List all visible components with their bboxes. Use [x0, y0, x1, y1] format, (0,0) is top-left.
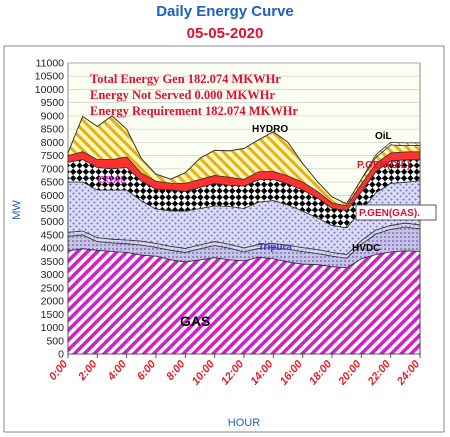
- y-tick-label: 4000: [41, 243, 65, 255]
- label-pgen-oil: P.GEN(OIL): [357, 160, 410, 171]
- y-tick-label: 10500: [35, 71, 64, 83]
- area-gas: [67, 248, 421, 355]
- y-tick-label: 8500: [41, 124, 65, 136]
- y-tick-label: 11000: [36, 58, 65, 70]
- label-coal: COAL: [98, 175, 126, 186]
- y-tick-label: 0: [58, 349, 64, 361]
- y-tick-label: 7000: [41, 163, 65, 175]
- chart-title: Daily Energy Curve: [156, 3, 294, 20]
- y-tick-label: 2500: [41, 282, 65, 294]
- label-pgen-gas-box: [355, 204, 437, 221]
- y-tick-label: 6000: [41, 190, 65, 202]
- y-tick-label: 3000: [41, 269, 65, 281]
- y-tick-label: 6500: [41, 177, 65, 189]
- y-tick-label: 8000: [41, 137, 65, 149]
- label-oil: OiL: [375, 131, 392, 142]
- y-tick-label: 3500: [41, 256, 65, 268]
- y-tick-label: 2000: [41, 296, 65, 308]
- y-tick-label: 7500: [41, 150, 65, 162]
- label-gas: GAS: [180, 313, 210, 329]
- x-axis-label: HOUR: [228, 417, 260, 429]
- chart-date: 05-05-2020: [186, 25, 264, 42]
- y-tick-label: 500: [46, 335, 64, 347]
- y-tick-label: 5000: [41, 216, 65, 228]
- y-tick-label: 9000: [41, 110, 65, 122]
- label-hydro: HYDRO: [252, 124, 288, 135]
- label-tripura: Tripura: [258, 242, 292, 253]
- area-oil: [67, 115, 421, 205]
- info-total-energy: Total Energy Gen 182.074 MKWHr: [90, 72, 281, 86]
- y-tick-label: 9500: [41, 97, 65, 109]
- info-energy-not-served: Energy Not Served 0.000 MKWHr: [90, 88, 275, 102]
- y-tick-label: 4500: [41, 229, 65, 241]
- y-tick-label: 1500: [41, 309, 65, 321]
- label-hvdc: HVDC: [352, 243, 380, 254]
- y-tick-label: 1000: [41, 322, 65, 334]
- y-tick-label: 10000: [35, 84, 64, 96]
- info-energy-requirement: Energy Requirement 182.074 MKWHr: [90, 104, 299, 118]
- y-tick-label: 5500: [41, 203, 65, 215]
- y-axis-label: MW: [11, 200, 23, 220]
- label-pgen-gas: P.GEN(GAS).: [359, 208, 420, 219]
